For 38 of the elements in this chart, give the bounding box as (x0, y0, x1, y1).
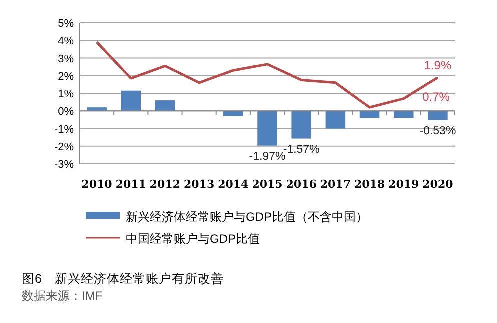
bar (121, 90, 142, 112)
y-tick-label: 0% (58, 106, 74, 118)
bar (394, 111, 414, 118)
y-tick-label: 4% (58, 36, 74, 48)
y-tick-label: 2% (58, 70, 74, 83)
text: 图6 新兴经济体经常账户有所改善 (22, 271, 224, 286)
legend-label: 新兴经济体经常账户与GDP比值（不含中国） (126, 210, 368, 224)
legend-label: 中国经常账户与GDP比值 (126, 232, 260, 246)
bar (428, 111, 448, 120)
x-tick-label: 2010 (82, 178, 113, 191)
x-tick-label: 2016 (286, 178, 318, 191)
x-tick-label: 2011 (116, 178, 146, 191)
x-tick-label: 2017 (320, 178, 351, 191)
data-label: 1.9% (424, 58, 452, 73)
x-tick-label: 2013 (184, 178, 215, 191)
data-label: -0.53% (420, 125, 456, 138)
x-tick-label: 2019 (388, 178, 420, 191)
x-tick-label: 2020 (422, 178, 454, 191)
bar (326, 111, 346, 129)
y-tick-label: -3% (54, 159, 74, 171)
y-tick-label: 3% (58, 53, 74, 66)
bar (155, 100, 176, 112)
x-tick-label: 2014 (218, 178, 250, 191)
data-label: -1.97% (249, 150, 286, 163)
y-tick-label: 5% (58, 18, 74, 30)
y-tick-label: 1% (58, 88, 74, 100)
bar (258, 111, 278, 146)
x-tick-label: 2015 (252, 178, 283, 191)
x-tick-label: 2012 (150, 178, 181, 191)
data-label: 0.7% (422, 90, 450, 104)
bar (360, 111, 380, 118)
data-label: -1.57% (283, 144, 320, 156)
y-tick-label: -1% (54, 124, 74, 136)
bar (224, 111, 244, 116)
bar (292, 111, 312, 139)
source-note: 数据来源：IMF (22, 289, 103, 303)
y-tick-label: -2% (54, 141, 74, 154)
x-tick-label: 2018 (354, 178, 386, 191)
